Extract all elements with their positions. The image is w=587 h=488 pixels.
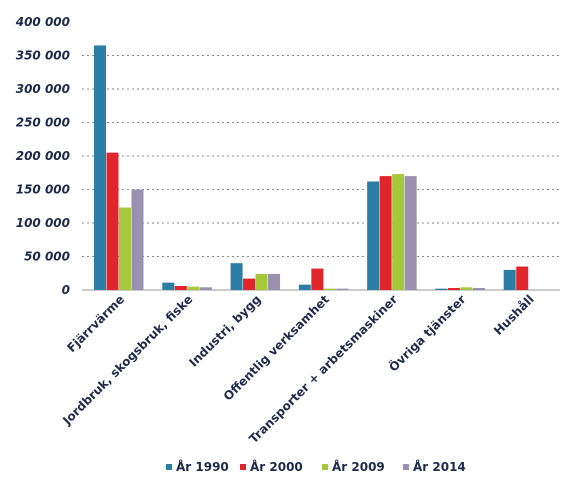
y-tick-label: 100 000 (16, 216, 70, 230)
bar (404, 176, 417, 290)
category-label: Hushåll (491, 292, 537, 338)
category-label: Industri, bygg (186, 292, 263, 369)
bar (516, 266, 529, 290)
bar (460, 287, 473, 290)
bar (472, 287, 485, 290)
y-tick-label: 200 000 (16, 149, 70, 163)
bar (199, 287, 212, 290)
bar (243, 278, 256, 290)
bar (323, 288, 336, 290)
y-tick-label: 400 000 (15, 15, 70, 29)
y-tick-label: 0 (62, 283, 70, 297)
bar (94, 45, 106, 291)
category-label: Jordbruk, skogsbruk, fiske (59, 292, 195, 428)
y-axis-ticks: 0 50 000 100 000 150 000 200 000 250 000 300 0… (15, 15, 70, 297)
legend-label: År 2000 (250, 459, 303, 474)
bar (255, 273, 268, 290)
bar (447, 287, 460, 290)
y-tick-label: 350 000 (16, 49, 70, 63)
bar (392, 174, 405, 290)
y-tick-label: 250 000 (16, 116, 70, 130)
bar (162, 282, 175, 290)
legend-label: År 2009 (332, 459, 385, 474)
bar (119, 207, 131, 290)
legend-swatch (240, 464, 246, 470)
legend-label: År 1990 (176, 459, 229, 474)
y-tick-label: 50 000 (24, 250, 70, 264)
bar (379, 176, 392, 290)
legend-swatch (403, 464, 409, 470)
legend: År 1990 År 2000 År 2009 År 2014 (166, 459, 466, 474)
y-tick-label: 300 000 (16, 82, 70, 96)
bar (174, 285, 187, 290)
bar (230, 263, 243, 290)
bar (503, 269, 516, 290)
legend-swatch (322, 464, 328, 470)
bars (94, 45, 529, 291)
bar (336, 288, 349, 290)
bar (298, 284, 311, 290)
bar (367, 181, 380, 290)
bar (311, 268, 324, 290)
bar (106, 152, 119, 290)
bar (187, 286, 200, 290)
y-tick-label: 150 000 (16, 183, 70, 197)
category-label: Transporter + arbetsmaskiner (246, 292, 400, 446)
gridlines (82, 55, 560, 291)
category-label: Fjärrvärme (64, 292, 127, 355)
bar (268, 273, 281, 290)
legend-label: År 2014 (413, 459, 466, 474)
bar (435, 288, 448, 290)
legend-swatch (166, 464, 172, 470)
bar (131, 189, 144, 290)
